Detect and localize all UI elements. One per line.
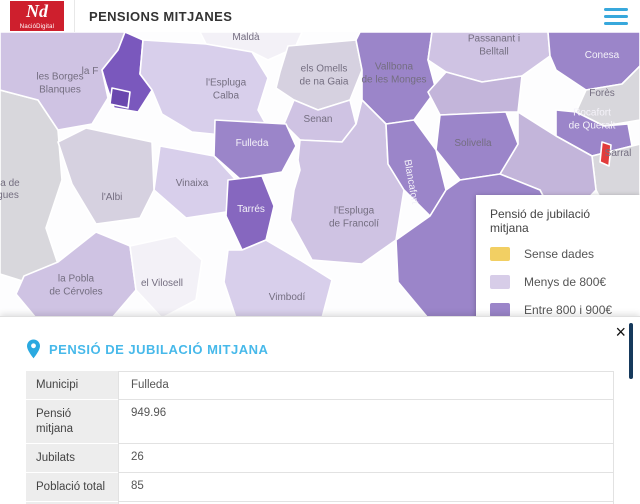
legend-item: Entre 800 i 900€ <box>490 303 626 317</box>
row-label: Percentatge de jubilats <box>26 501 118 504</box>
table-row: Municipi Fulleda <box>26 371 614 400</box>
header-divider <box>74 0 75 32</box>
municipality-vallbona[interactable] <box>355 32 437 125</box>
close-icon[interactable]: × <box>615 322 626 342</box>
municipality-red-sliver[interactable] <box>599 141 612 167</box>
map-legend: Pensió de jubilació mitjana Sense dades M… <box>476 195 640 339</box>
legend-label: Entre 800 i 900€ <box>524 303 613 317</box>
detail-panel: × PENSIÓ DE JUBILACIÓ MITJANA Municipi Fu… <box>0 316 640 504</box>
panel-title: PENSIÓ DE JUBILACIÓ MITJANA <box>49 341 269 357</box>
municipality-el-vilosell[interactable] <box>129 235 203 318</box>
municipality-below-passanant[interactable] <box>427 71 523 116</box>
legend-items: Sense dades Menys de 800€ Entre 800 i 900€ <box>490 247 626 317</box>
table-row: Jubilats 26 <box>26 443 614 473</box>
row-label: Població total <box>26 472 118 502</box>
municipality-vimbodi[interactable] <box>223 239 333 318</box>
panel-title-row: PENSIÓ DE JUBILACIÓ MITJANA <box>0 317 640 359</box>
row-label: Pensió mitjana <box>26 399 118 444</box>
legend-item: Menys de 800€ <box>490 275 626 289</box>
location-pin-icon <box>27 339 40 359</box>
legend-item: Sense dades <box>490 247 626 261</box>
table-row: Població total 85 <box>26 472 614 502</box>
row-value: 26 <box>118 443 614 473</box>
row-value: 30.6 <box>118 501 614 504</box>
logo-subtext: NacióDigital <box>19 24 55 30</box>
legend-label: Menys de 800€ <box>524 275 607 289</box>
row-value: Fulleda <box>118 371 614 400</box>
row-value: 949.96 <box>118 399 614 444</box>
info-table: Municipi Fulleda Pensió mitjana 949.96 Jubil… <box>26 371 614 504</box>
choropleth-map: les Borges Blanques la F Maldà l'Espluga Ca… <box>0 32 640 318</box>
legend-swatch <box>490 275 510 289</box>
page-title: PENSIONS MITJANES <box>89 8 233 24</box>
legend-swatch <box>490 247 510 261</box>
table-row: Pensió mitjana 949.96 <box>26 399 614 444</box>
table-row: Percentatge de jubilats30.6 <box>26 501 614 504</box>
municipality-small-dark[interactable] <box>109 87 131 109</box>
app-header: Nd NacióDigital PENSIONS MITJANES <box>0 0 640 32</box>
hamburger-menu-icon[interactable] <box>604 8 628 25</box>
row-label: Municipi <box>26 371 118 400</box>
naciodigital-logo[interactable]: Nd NacióDigital <box>10 1 64 31</box>
legend-label: Sense dades <box>524 247 595 261</box>
municipality-albi[interactable] <box>57 127 155 225</box>
row-label: Jubilats <box>26 443 118 473</box>
legend-title: Pensió de jubilació mitjana <box>490 207 591 235</box>
row-value: 85 <box>118 472 614 502</box>
scrollbar-thumb[interactable] <box>629 323 633 379</box>
municipality-tarres[interactable] <box>225 175 275 251</box>
logo-text: Nd <box>26 1 48 21</box>
legend-swatch <box>490 303 510 317</box>
